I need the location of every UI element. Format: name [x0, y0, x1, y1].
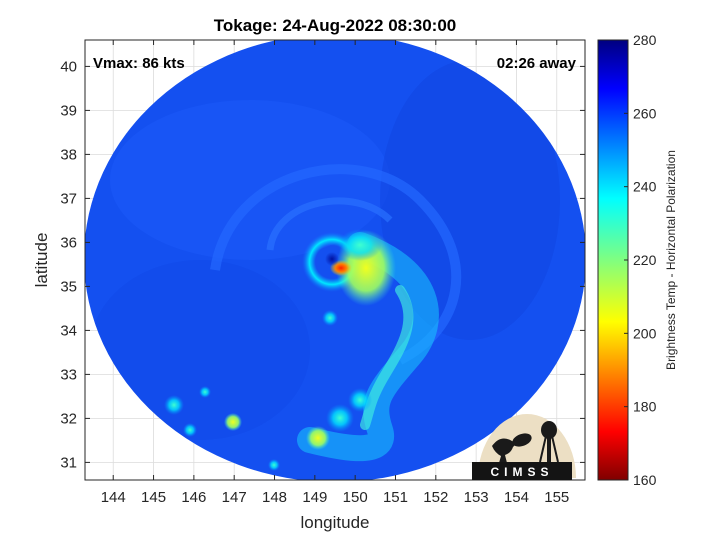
x-tick-label: 149 [302, 489, 327, 506]
rain-band [297, 232, 439, 462]
cell-west-1 [224, 413, 242, 431]
y-tick-label: 31 [60, 454, 77, 471]
core-convection-north [338, 229, 382, 261]
x-tick-label: 145 [141, 489, 166, 506]
logo-tower-legs-icon [539, 435, 559, 463]
x-tick-label: 152 [423, 489, 448, 506]
colorbar-ticks: 160 180 200 220 240 260 280 [624, 32, 657, 488]
x-tick-label: 147 [222, 489, 247, 506]
axes-frame [84, 39, 586, 481]
cell-west-3 [183, 423, 197, 437]
y-tick-label: 40 [60, 58, 77, 75]
y-axis-label: latitude [32, 233, 51, 288]
swath-shade-1 [110, 100, 390, 260]
colorbar-label: Brightness Temp - Horizontal Polarizatio… [664, 150, 678, 370]
logo-tank-icon [541, 421, 557, 439]
y-tick-label: 35 [60, 278, 77, 295]
x-tick-labels: 144 145 146 147 148 149 150 151 152 153 154 155 [101, 489, 570, 506]
x-tick-label: 148 [262, 489, 287, 506]
time-offset-label: 02:26 away [497, 55, 577, 72]
colorbar-tick-label: 260 [633, 105, 657, 121]
x-tick-label: 151 [383, 489, 408, 506]
cell-north-band [322, 310, 338, 326]
x-tick-label: 153 [464, 489, 489, 506]
logo-dish-2-icon [512, 433, 532, 447]
cell-west-4 [199, 386, 211, 398]
x-tick-label: 154 [504, 489, 529, 506]
y-tick-label: 39 [60, 102, 77, 119]
logo-satellite-dish-icon [492, 438, 516, 463]
colorbar-tick-label: 240 [633, 179, 657, 195]
colorbar-tick-label: 280 [633, 32, 657, 48]
cell-south [306, 426, 330, 450]
cell-band-mid [326, 404, 354, 432]
colorbar-tick-label: 220 [633, 252, 657, 268]
swath-shade-3 [90, 260, 310, 440]
logo-banner [472, 462, 572, 480]
x-tick-label: 150 [343, 489, 368, 506]
x-axis-label: longitude [300, 513, 369, 532]
swath-shade-2 [380, 60, 560, 340]
y-tick-label: 37 [60, 190, 77, 207]
chart-title: Tokage: 24-Aug-2022 08:30:00 [214, 16, 457, 35]
logo-tower-icon [547, 432, 551, 462]
cell-west-2 [164, 395, 184, 415]
storm-eye [325, 252, 339, 266]
y-tick-label: 34 [60, 322, 77, 339]
y-tick-labels: 31 32 33 34 35 36 37 38 39 40 [60, 58, 77, 471]
colorbar [597, 39, 629, 481]
logo-text: CIMSS [490, 465, 553, 479]
colorbar-tick-label: 160 [633, 472, 657, 488]
colorbar-tick-label: 200 [633, 325, 657, 341]
microwave-swath [85, 40, 585, 480]
cell-south-west [268, 459, 280, 471]
y-tick-label: 32 [60, 410, 77, 427]
spiral-arm-inner [266, 197, 393, 251]
y-tick-label: 36 [60, 234, 77, 251]
y-tick-label: 33 [60, 366, 77, 383]
y-tick-label: 38 [60, 146, 77, 163]
cimss-logo: CIMSS [472, 414, 576, 480]
cell-band-lower [348, 388, 372, 412]
spiral-arm-outer [210, 164, 462, 365]
x-tick-label: 146 [181, 489, 206, 506]
colorbar-tick-label: 180 [633, 399, 657, 415]
rain-band-core [360, 285, 414, 430]
vmax-label: Vmax: 86 kts [93, 55, 185, 72]
x-tick-label: 144 [101, 489, 126, 506]
x-tick-label: 155 [544, 489, 569, 506]
